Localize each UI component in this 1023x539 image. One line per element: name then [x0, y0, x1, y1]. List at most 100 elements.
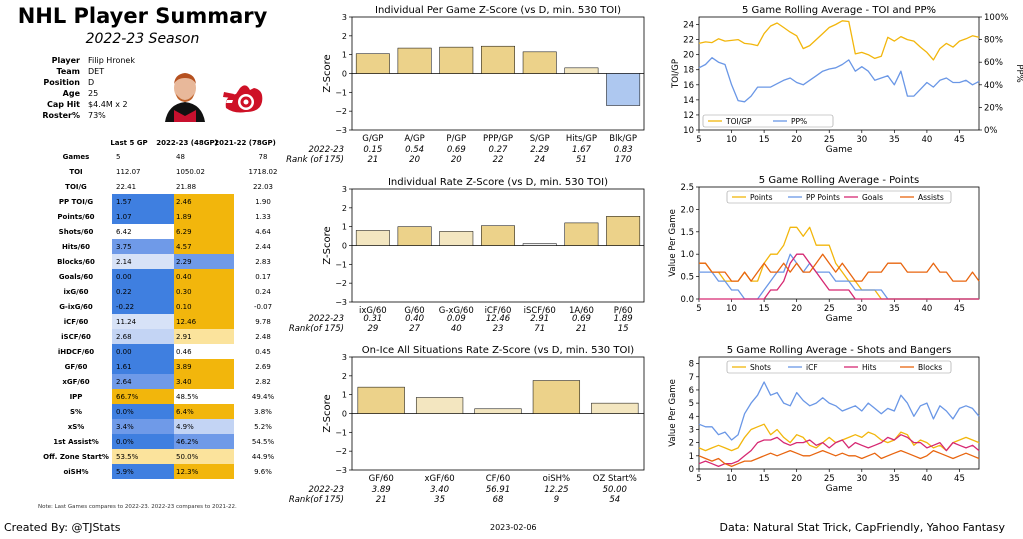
- stat-value: 5.2%: [234, 419, 292, 434]
- stat-label: xGF/60: [62, 377, 90, 386]
- season-value: 0.69: [572, 314, 591, 324]
- stat-value: 46.2%: [174, 434, 234, 449]
- x-tick-label: P/60: [614, 306, 633, 316]
- x-tick-label: 35: [889, 135, 900, 145]
- stat-value: 6.29: [174, 224, 234, 239]
- team-logo: [223, 85, 263, 113]
- y-right-tick-label: 20%: [984, 103, 1003, 113]
- x-tick-label: 40: [921, 304, 932, 314]
- legend-label: iCF: [806, 363, 818, 372]
- x-tick-label: 20: [791, 304, 802, 314]
- stat-value: 1.57: [112, 194, 174, 209]
- stat-value: 6.4%: [174, 404, 234, 419]
- stats-row: TOI 112.07 1050.02 1718.02: [40, 164, 292, 179]
- stat-label: PP TOI/G: [58, 197, 94, 206]
- y-tick-label: 18: [683, 66, 694, 76]
- x-tick-label: 20: [791, 474, 802, 484]
- stat-value: 3.89: [174, 359, 234, 374]
- info-value: D: [88, 78, 95, 87]
- x-tick-label: 5: [696, 304, 701, 314]
- y-tick-label: 2: [342, 372, 347, 381]
- y-tick-label: −3: [335, 298, 347, 307]
- y-tick-label: 2: [342, 204, 347, 213]
- info-value: DET: [88, 67, 105, 76]
- stat-value: 2.29: [174, 254, 234, 269]
- y-tick-label: 22: [683, 36, 694, 46]
- season-value: 56.91: [486, 485, 510, 495]
- stat-label: G-ixG/60: [59, 302, 93, 311]
- column-header: 2021-22 (78GP): [214, 139, 276, 147]
- y-tick-label: 0.5: [680, 273, 694, 283]
- y-tick-label: 3: [689, 425, 694, 435]
- rank-value: 40: [451, 324, 462, 334]
- stat-value: 1.07: [112, 209, 174, 224]
- stats-row: Games 5 48 78: [40, 149, 292, 164]
- season-value: 1.89: [614, 314, 633, 324]
- stat-value: 66.7%: [112, 389, 174, 404]
- season-value: 0.31: [363, 314, 382, 324]
- bar: [564, 67, 599, 74]
- stat-value: 3.8%: [234, 404, 292, 419]
- legend-label: Goals: [862, 193, 883, 202]
- stat-value: 0.24: [234, 284, 292, 299]
- y-tick-label: 12: [683, 111, 694, 121]
- series-line: [698, 449, 980, 468]
- bar-chart-rate: Individual Rate Z-Score (vs D, min. 530 …: [289, 177, 645, 334]
- player-info-row: Roster% 73%: [40, 110, 135, 121]
- x-tick-label: G/GP: [362, 134, 383, 144]
- column-header: Last 5 GP: [110, 139, 148, 147]
- rank-value: 9: [554, 495, 559, 505]
- legend-box: [726, 190, 952, 204]
- row-label: Rank (of 175): [286, 155, 344, 165]
- chart-title: 5 Game Rolling Average - TOI and PP%: [742, 5, 936, 16]
- stats-row: xGF/60 2.64 3.40 2.82: [40, 374, 292, 389]
- season-value: 0.09: [447, 314, 466, 324]
- stats-row: ixG/60 0.22 0.30 0.24: [40, 284, 292, 299]
- stat-value: 2.46: [174, 194, 234, 209]
- stats-row: Blocks/60 2.14 2.29 2.83: [40, 254, 292, 269]
- season-value: 50.00: [603, 485, 627, 495]
- y-tick-label: 3: [342, 185, 347, 194]
- stat-value: 2.44: [234, 239, 292, 254]
- bar-chart-on_ice: On-Ice All Situations Rate Z-Score (vs D…: [289, 345, 645, 505]
- rank-value: 170: [615, 155, 631, 165]
- x-tick-label: 25: [824, 135, 835, 145]
- stats-row: xS% 3.4% 4.9% 5.2%: [40, 419, 292, 434]
- stat-label: GF/60: [64, 362, 88, 371]
- series-line: [698, 423, 980, 452]
- stat-value: 3.4%: [112, 419, 174, 434]
- season-value: 0.83: [614, 145, 633, 155]
- stat-label: iSCF/60: [61, 332, 91, 341]
- stat-value: 12.46: [174, 314, 234, 329]
- stat-label: S%: [69, 407, 83, 416]
- rank-value: 24: [534, 155, 545, 165]
- stats-row: GF/60 1.61 3.89 2.69: [40, 359, 292, 374]
- y-tick-label: 1.0: [680, 250, 694, 260]
- row-label: 2022-23: [308, 314, 344, 324]
- bar: [415, 397, 464, 414]
- stat-value: 1.90: [234, 194, 292, 209]
- stat-value: 2.83: [234, 254, 292, 269]
- rank-value: 54: [609, 495, 620, 505]
- stats-row: Off. Zone Start% 53.5% 50.0% 44.9%: [40, 449, 292, 464]
- stat-label: Shots/60: [58, 227, 94, 236]
- y-tick-label: 5: [689, 399, 694, 409]
- y-right-tick-label: 40%: [984, 81, 1003, 91]
- plot-frame: [698, 186, 980, 300]
- bar: [522, 51, 557, 74]
- stat-value: 0.30: [174, 284, 234, 299]
- y-axis-label: Z-Score: [322, 226, 333, 264]
- stats-row: iSCF/60 2.68 2.91 2.48: [40, 329, 292, 344]
- x-tick-label: 30: [856, 474, 867, 484]
- legend-label: PP Points: [806, 193, 840, 202]
- x-tick-label: oiSH%: [543, 474, 570, 484]
- x-tick-label: 45: [954, 135, 965, 145]
- y-right-tick-label: 80%: [984, 36, 1003, 46]
- stat-value: 0.40: [174, 269, 234, 284]
- y-tick-label: −1: [335, 88, 347, 97]
- info-value: 73%: [88, 111, 106, 120]
- y-axis-label: Value Per Game: [668, 209, 678, 277]
- player-info-row: Age 25: [40, 88, 135, 99]
- legend-box: [726, 360, 952, 374]
- info-label: Player: [51, 56, 80, 65]
